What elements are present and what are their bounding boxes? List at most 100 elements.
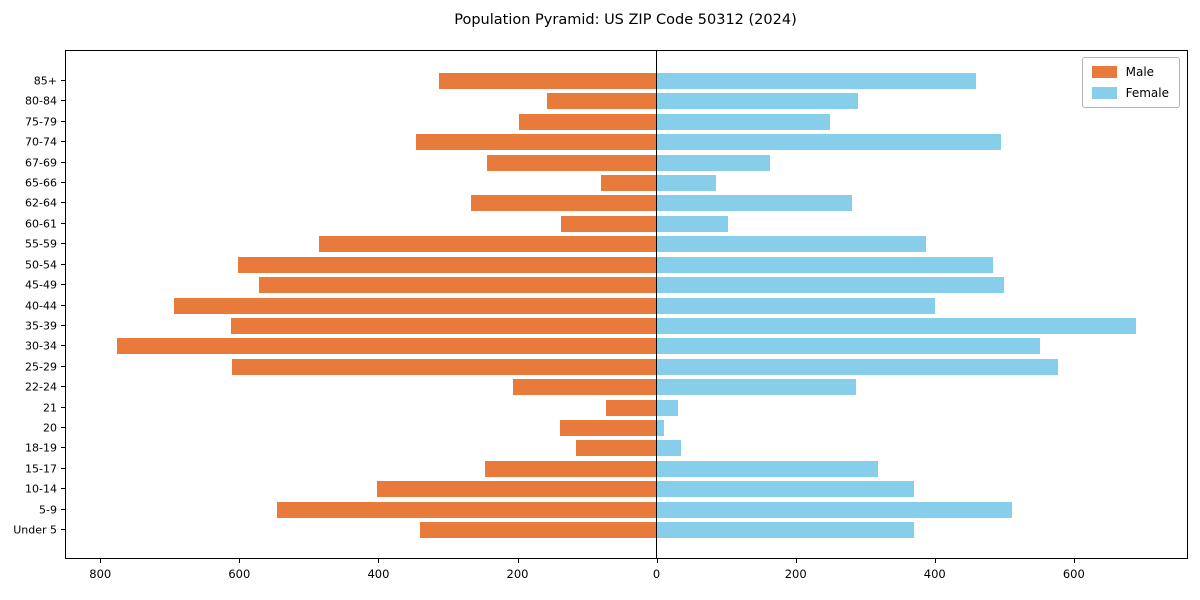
y-tick-mark bbox=[61, 202, 65, 204]
male-bar bbox=[606, 399, 657, 416]
male-bar bbox=[439, 73, 657, 89]
male-bar bbox=[231, 358, 657, 375]
male-bar bbox=[415, 134, 657, 151]
legend-male-label: Male bbox=[1125, 65, 1155, 79]
male-bar bbox=[276, 501, 657, 518]
female-bar bbox=[656, 358, 1059, 375]
y-tick-mark bbox=[61, 263, 65, 265]
female-bar bbox=[656, 481, 915, 498]
female-bar bbox=[656, 317, 1137, 334]
female-bar bbox=[656, 215, 729, 232]
y-tick-mark bbox=[61, 467, 65, 469]
female-bar bbox=[656, 134, 1002, 151]
y-tick-label: 10-14 bbox=[25, 482, 57, 496]
male-bar bbox=[546, 93, 657, 110]
x-tick-mark bbox=[378, 559, 380, 564]
female-bar bbox=[656, 419, 665, 436]
x-tick-label: 400 bbox=[367, 567, 390, 581]
x-tick-mark bbox=[100, 559, 102, 564]
male-bar bbox=[238, 256, 657, 273]
x-tick-mark bbox=[795, 559, 797, 564]
male-swatch bbox=[1091, 66, 1117, 78]
female-bar bbox=[656, 277, 1005, 294]
male-bar bbox=[601, 175, 657, 192]
y-tick-mark bbox=[61, 365, 65, 367]
y-tick-label: 65-66 bbox=[25, 176, 57, 190]
female-bar bbox=[656, 113, 831, 130]
female-bar bbox=[656, 73, 977, 89]
x-tick-label: 0 bbox=[652, 567, 661, 581]
y-tick-mark bbox=[61, 406, 65, 408]
y-tick-label: 85+ bbox=[33, 74, 57, 88]
female-bar bbox=[656, 460, 878, 477]
female-bar bbox=[656, 522, 915, 538]
legend-female-label: Female bbox=[1125, 86, 1169, 100]
x-tick-label: 200 bbox=[506, 567, 529, 581]
female-bar bbox=[656, 399, 678, 416]
y-tick-label: 25-29 bbox=[25, 360, 57, 374]
x-tick-label: 200 bbox=[784, 567, 807, 581]
y-tick-mark bbox=[61, 243, 65, 245]
y-tick-mark bbox=[61, 100, 65, 102]
y-tick-mark bbox=[61, 80, 65, 81]
y-tick-label: 40-44 bbox=[25, 299, 57, 312]
y-tick-label: 5-9 bbox=[39, 503, 57, 517]
y-tick-mark bbox=[61, 161, 65, 163]
y-tick-mark bbox=[61, 488, 65, 490]
male-bar bbox=[419, 522, 657, 538]
y-tick-label: 21 bbox=[43, 401, 57, 415]
y-tick-mark bbox=[61, 345, 65, 347]
female-bar bbox=[656, 195, 853, 212]
y-tick-label: 35-39 bbox=[25, 319, 57, 333]
male-bar bbox=[471, 195, 657, 212]
y-tick-label: 45-49 bbox=[25, 278, 57, 292]
y-tick-mark bbox=[61, 447, 65, 449]
y-tick-label: 67-69 bbox=[25, 156, 57, 170]
y-tick-label: 80-84 bbox=[25, 94, 57, 108]
y-tick-label: 30-34 bbox=[25, 339, 57, 353]
male-bar bbox=[576, 440, 657, 457]
x-tick-label: 600 bbox=[1062, 567, 1085, 581]
female-bar bbox=[656, 297, 935, 314]
male-bar bbox=[376, 481, 657, 498]
female-bar bbox=[656, 154, 771, 171]
female-bar bbox=[656, 379, 856, 396]
y-tick-mark bbox=[61, 120, 65, 122]
female-swatch bbox=[1091, 87, 1117, 99]
y-tick-label: 75-79 bbox=[25, 115, 57, 129]
female-bar bbox=[656, 440, 681, 457]
chart-title: Population Pyramid: US ZIP Code 50312 (2… bbox=[454, 12, 797, 28]
y-tick-mark bbox=[61, 529, 65, 530]
male-bar bbox=[561, 215, 657, 232]
x-tick-mark bbox=[239, 559, 241, 564]
female-bar bbox=[656, 256, 993, 273]
male-bar bbox=[230, 317, 657, 334]
x-tick-mark bbox=[517, 559, 519, 564]
y-tick-label: 22-24 bbox=[25, 380, 57, 394]
y-tick-mark bbox=[61, 508, 65, 510]
y-tick-mark bbox=[61, 324, 65, 326]
x-tick-mark bbox=[656, 559, 658, 564]
y-tick-label: 50-54 bbox=[25, 258, 57, 272]
y-tick-label: 70-74 bbox=[25, 135, 57, 149]
male-bar bbox=[484, 460, 657, 477]
y-tick-label: Under 5 bbox=[13, 523, 57, 537]
y-tick-label: 60-61 bbox=[25, 217, 57, 231]
x-tick-label: 800 bbox=[89, 567, 112, 581]
male-bar bbox=[319, 236, 657, 253]
x-tick-mark bbox=[1073, 559, 1075, 564]
legend: Male Female bbox=[1081, 57, 1180, 108]
y-tick-mark bbox=[61, 141, 65, 143]
male-bar bbox=[519, 113, 657, 130]
y-tick-label: 62-64 bbox=[25, 196, 57, 210]
male-bar bbox=[487, 154, 657, 171]
female-bar bbox=[656, 175, 717, 192]
y-tick-label: 18-19 bbox=[25, 441, 57, 455]
female-bar bbox=[656, 236, 926, 253]
legend-item-male: Male bbox=[1091, 65, 1169, 79]
male-bar bbox=[116, 338, 657, 355]
y-tick-label: 15-17 bbox=[25, 462, 57, 476]
male-bar bbox=[559, 419, 657, 436]
x-tick-label: 600 bbox=[228, 567, 251, 581]
